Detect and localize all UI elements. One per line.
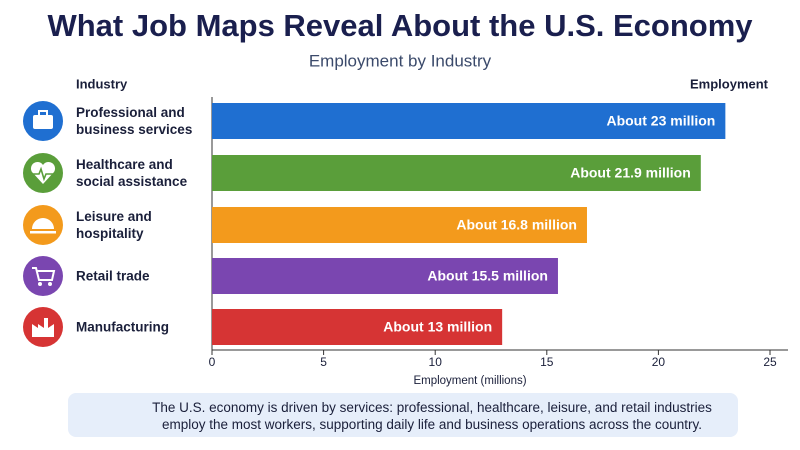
chart-subtitle: Employment by Industry — [309, 51, 492, 70]
bar — [212, 207, 587, 243]
x-axis-title: Employment (millions) — [413, 375, 526, 387]
icon — [23, 307, 63, 347]
note-text: The U.S. economy is driven by services: … — [152, 400, 712, 432]
x-tick-label: 10 — [429, 355, 443, 369]
category-label: Professional and business services — [76, 105, 193, 137]
icon-glyph — [48, 282, 52, 286]
note-box: The U.S. economy is driven by services: … — [68, 393, 738, 437]
x-tick-label: 15 — [540, 355, 554, 369]
bar — [212, 155, 701, 191]
icon-glyph — [32, 318, 54, 337]
bar — [212, 258, 558, 294]
x-tick-label: 25 — [763, 355, 777, 369]
icon-glyph — [38, 110, 48, 117]
icon-glyph — [38, 282, 42, 286]
category-label: Manufacturing — [76, 319, 169, 335]
category-label: Healthcare and social assistance — [76, 157, 188, 189]
icon-glyph — [33, 166, 53, 182]
bar — [212, 309, 503, 345]
icon-glyph — [33, 115, 53, 129]
category-label: Retail trade — [76, 268, 150, 284]
icon-glyph — [32, 267, 56, 281]
bar-value-label: About 15.5 million — [427, 268, 548, 284]
category-label: Leisure and hospitality — [76, 209, 152, 241]
x-tick-label: 5 — [320, 355, 327, 369]
x-tick-label: 20 — [652, 355, 666, 369]
category-axis-label: Industry — [76, 76, 128, 91]
icon-glyph — [30, 231, 56, 234]
icons — [23, 101, 107, 431]
chart-title: What Job Maps Reveal About the U.S. Econ… — [47, 8, 753, 43]
bar — [212, 103, 726, 139]
bar-value-label: About 21.9 million — [570, 165, 691, 181]
bar-value-label: About 23 million — [606, 113, 715, 129]
bar-value-label: About 13 million — [383, 319, 492, 335]
bar-value-label: About 16.8 million — [456, 217, 577, 233]
x-tick-label: 0 — [209, 355, 216, 369]
icon — [23, 256, 63, 296]
icon-glyph — [32, 218, 54, 229]
value-axis-label: Employment — [690, 76, 769, 91]
